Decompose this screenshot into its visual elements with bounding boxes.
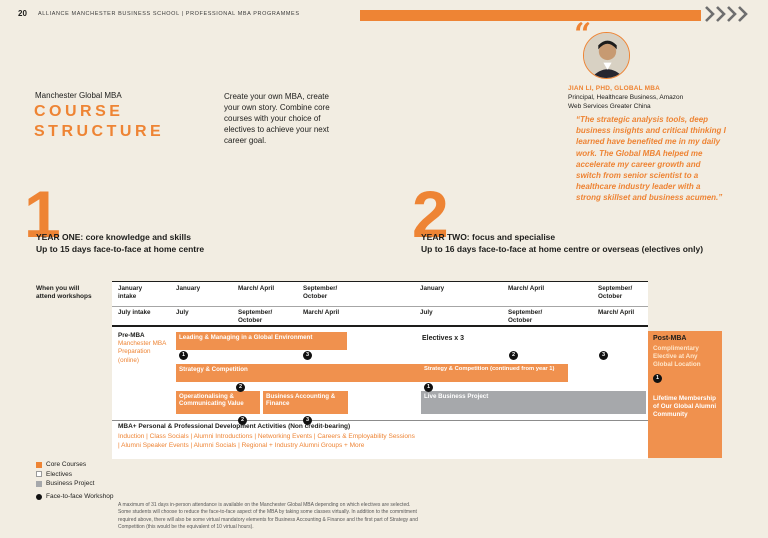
- post-mba-band: Post-MBA Complimentary Elective at Any G…: [648, 331, 722, 458]
- testimonial-role: Principal, Healthcare Business, Amazon W…: [568, 94, 684, 110]
- workshop-marker: 2: [238, 416, 247, 425]
- legend-item-electives: Electives: [36, 471, 113, 478]
- intake-label-january: January intake: [118, 285, 143, 300]
- pre-mba-row-label: Pre-MBA Manchester MBA Preparation (onli…: [118, 332, 172, 365]
- month-header: March/ April: [598, 309, 635, 316]
- month-header: September/ October: [598, 285, 633, 300]
- course-bar-business-accounting: Business Accounting & Finance: [263, 391, 348, 414]
- workshop-marker: 1: [179, 351, 188, 360]
- workshop-marker: 3: [303, 416, 312, 425]
- programme-name: Manchester Global MBA: [35, 91, 122, 100]
- workshop-marker: 3: [303, 351, 312, 360]
- course-bar-live-business-project: Live Business Project: [421, 391, 646, 414]
- header-title: ALLIANCE MANCHESTER BUSINESS SCHOOL | PR…: [38, 11, 300, 17]
- workshop-marker: 2: [509, 351, 518, 360]
- legend-label: Business Project: [46, 480, 95, 487]
- month-header: July: [176, 309, 189, 316]
- year-one-subtitle: Up to 15 days face-to-face at home centr…: [36, 244, 205, 254]
- pre-mba-description: Manchester MBA Preparation (online): [118, 340, 166, 364]
- workshop-dot-icon: [36, 493, 42, 500]
- legend-label: Face-to-face Workshop: [46, 493, 114, 500]
- page-title-line2: STRUCTURE: [34, 123, 165, 140]
- testimonial-name: JIAN LI, PHD, GLOBAL MBA: [568, 85, 661, 92]
- schedule-axis-label: When you will attend workshops: [36, 285, 92, 301]
- year-two-subtitle: Up to 16 days face-to-face at home centr…: [421, 244, 704, 254]
- electives-label: Electives x 3: [422, 335, 465, 342]
- month-header: September/ October: [303, 285, 338, 300]
- month-header: March/ April: [238, 285, 275, 292]
- rule-header-bottom: [112, 325, 648, 327]
- month-header: January: [420, 285, 445, 292]
- testimonial-quote: “The strategic analysis tools, deep busi…: [576, 115, 726, 203]
- mba-plus-activities: Induction | Class Socials | Alumni Intro…: [118, 433, 415, 449]
- legend-label: Core Courses: [46, 461, 87, 468]
- workshop-marker: 1: [653, 373, 662, 383]
- avatar: [583, 32, 630, 79]
- header-accent-bar: [360, 10, 701, 21]
- legend-item-core-courses: Core Courses: [36, 461, 113, 468]
- schedule-panel: January intake January March/ April Sept…: [112, 281, 648, 459]
- month-header: September/ October: [508, 309, 543, 324]
- workshop-marker: 3: [599, 351, 608, 360]
- year-two-title: YEAR TWO: focus and specialise: [421, 232, 556, 242]
- electives-swatch: [36, 471, 42, 477]
- legend-item-business-project: Business Project: [36, 480, 113, 487]
- page-title-line1: COURSE: [34, 103, 124, 120]
- course-bar-operationalising: Operationalising & Communicating Value: [176, 391, 260, 414]
- business-project-swatch: [36, 480, 42, 487]
- course-bar-leading-managing: Leading & Managing in a Global Environme…: [176, 332, 347, 350]
- year-one-title: YEAR ONE: core knowledge and skills: [36, 232, 191, 242]
- page-number: 20: [18, 9, 27, 18]
- core-courses-swatch: [36, 461, 42, 468]
- legend-item-workshop: Face-to-face Workshop: [36, 493, 113, 500]
- workshop-marker: 2: [236, 383, 245, 392]
- month-header: March/ April: [303, 309, 340, 316]
- month-header: July: [420, 309, 433, 316]
- post-mba-label: Post-MBA: [653, 335, 687, 342]
- post-mba-membership: Lifetime Membership of Our Global Alumni…: [653, 394, 717, 418]
- month-header: March/ April: [508, 285, 545, 292]
- course-bar-strategy-continued: Strategy & Competition (continued from y…: [421, 364, 568, 382]
- year-one-number: 1: [24, 177, 61, 251]
- chevrons-right-icon: [704, 6, 752, 27]
- month-header: September/ October: [238, 309, 273, 324]
- legend: Core Courses Electives Business Project …: [36, 461, 113, 503]
- pre-mba-label: Pre-MBA: [118, 332, 145, 339]
- mba-plus-title: MBA+ Personal & Professional Development…: [118, 423, 351, 430]
- post-mba-elective: Complimentary Elective at Any Global Loc…: [653, 345, 701, 369]
- intro-text: Create your own MBA, create your own sto…: [224, 92, 330, 146]
- workshop-marker: 1: [424, 383, 433, 392]
- rule-top: [112, 281, 648, 282]
- intake-label-july: July intake: [118, 309, 151, 316]
- footnote: A maximum of 31 days in-person attendanc…: [118, 502, 418, 530]
- legend-label: Electives: [46, 470, 73, 478]
- course-bar-strategy-competition: Strategy & Competition: [176, 364, 421, 382]
- month-header: January: [176, 285, 201, 292]
- year-two-number: 2: [412, 177, 449, 251]
- rule-intake-divider: [112, 306, 648, 307]
- rule-mba-plus: [112, 420, 648, 421]
